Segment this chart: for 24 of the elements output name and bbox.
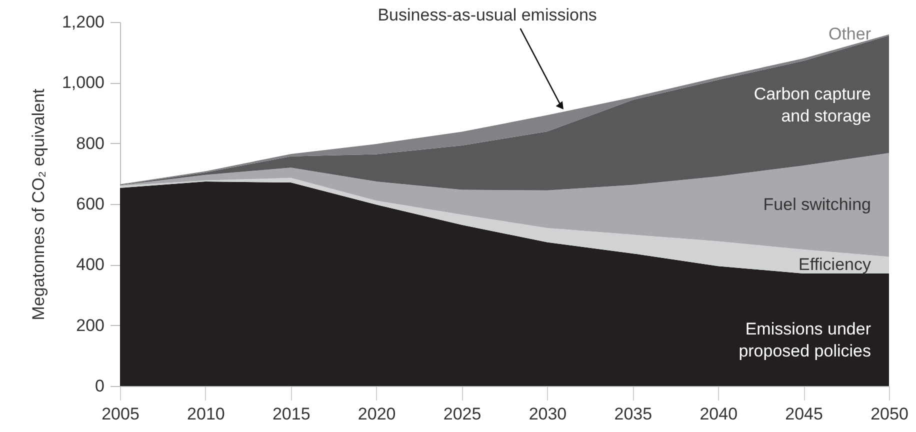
x-tick-label: 2025 [443, 404, 482, 424]
y-tick-label: 800 [76, 134, 104, 153]
series-label: Other [828, 24, 872, 44]
x-tick-label: 2015 [272, 404, 310, 424]
x-tick-label: 2045 [785, 404, 823, 424]
y-tick-label: 600 [76, 194, 104, 214]
y-tick-label: 200 [76, 316, 104, 335]
x-tick-label: 2035 [614, 404, 652, 424]
series-label: Carbon capture and storage [754, 84, 871, 126]
series-label: Emissions under proposed policies [738, 320, 872, 361]
y-tick-label: 0 [95, 376, 104, 396]
y-tick-label: 1,000 [62, 73, 104, 92]
series-label: Efficiency [798, 255, 872, 274]
y-tick-label: 400 [76, 255, 104, 274]
x-tick-label: 2010 [187, 404, 225, 424]
x-tick-label: 2040 [700, 404, 738, 424]
y-tick-label: 1,200 [62, 12, 104, 32]
x-tick-label: 2050 [870, 404, 908, 424]
x-tick-label: 2005 [102, 404, 140, 424]
x-tick-label: 2030 [528, 404, 567, 424]
series-label: Fuel switching [763, 194, 871, 214]
x-tick-label: 2020 [358, 404, 396, 424]
y-axis-title: Megatonnes of CO₂ equivalent [28, 88, 48, 320]
annotation: Business-as-usual emissions [378, 5, 597, 24]
